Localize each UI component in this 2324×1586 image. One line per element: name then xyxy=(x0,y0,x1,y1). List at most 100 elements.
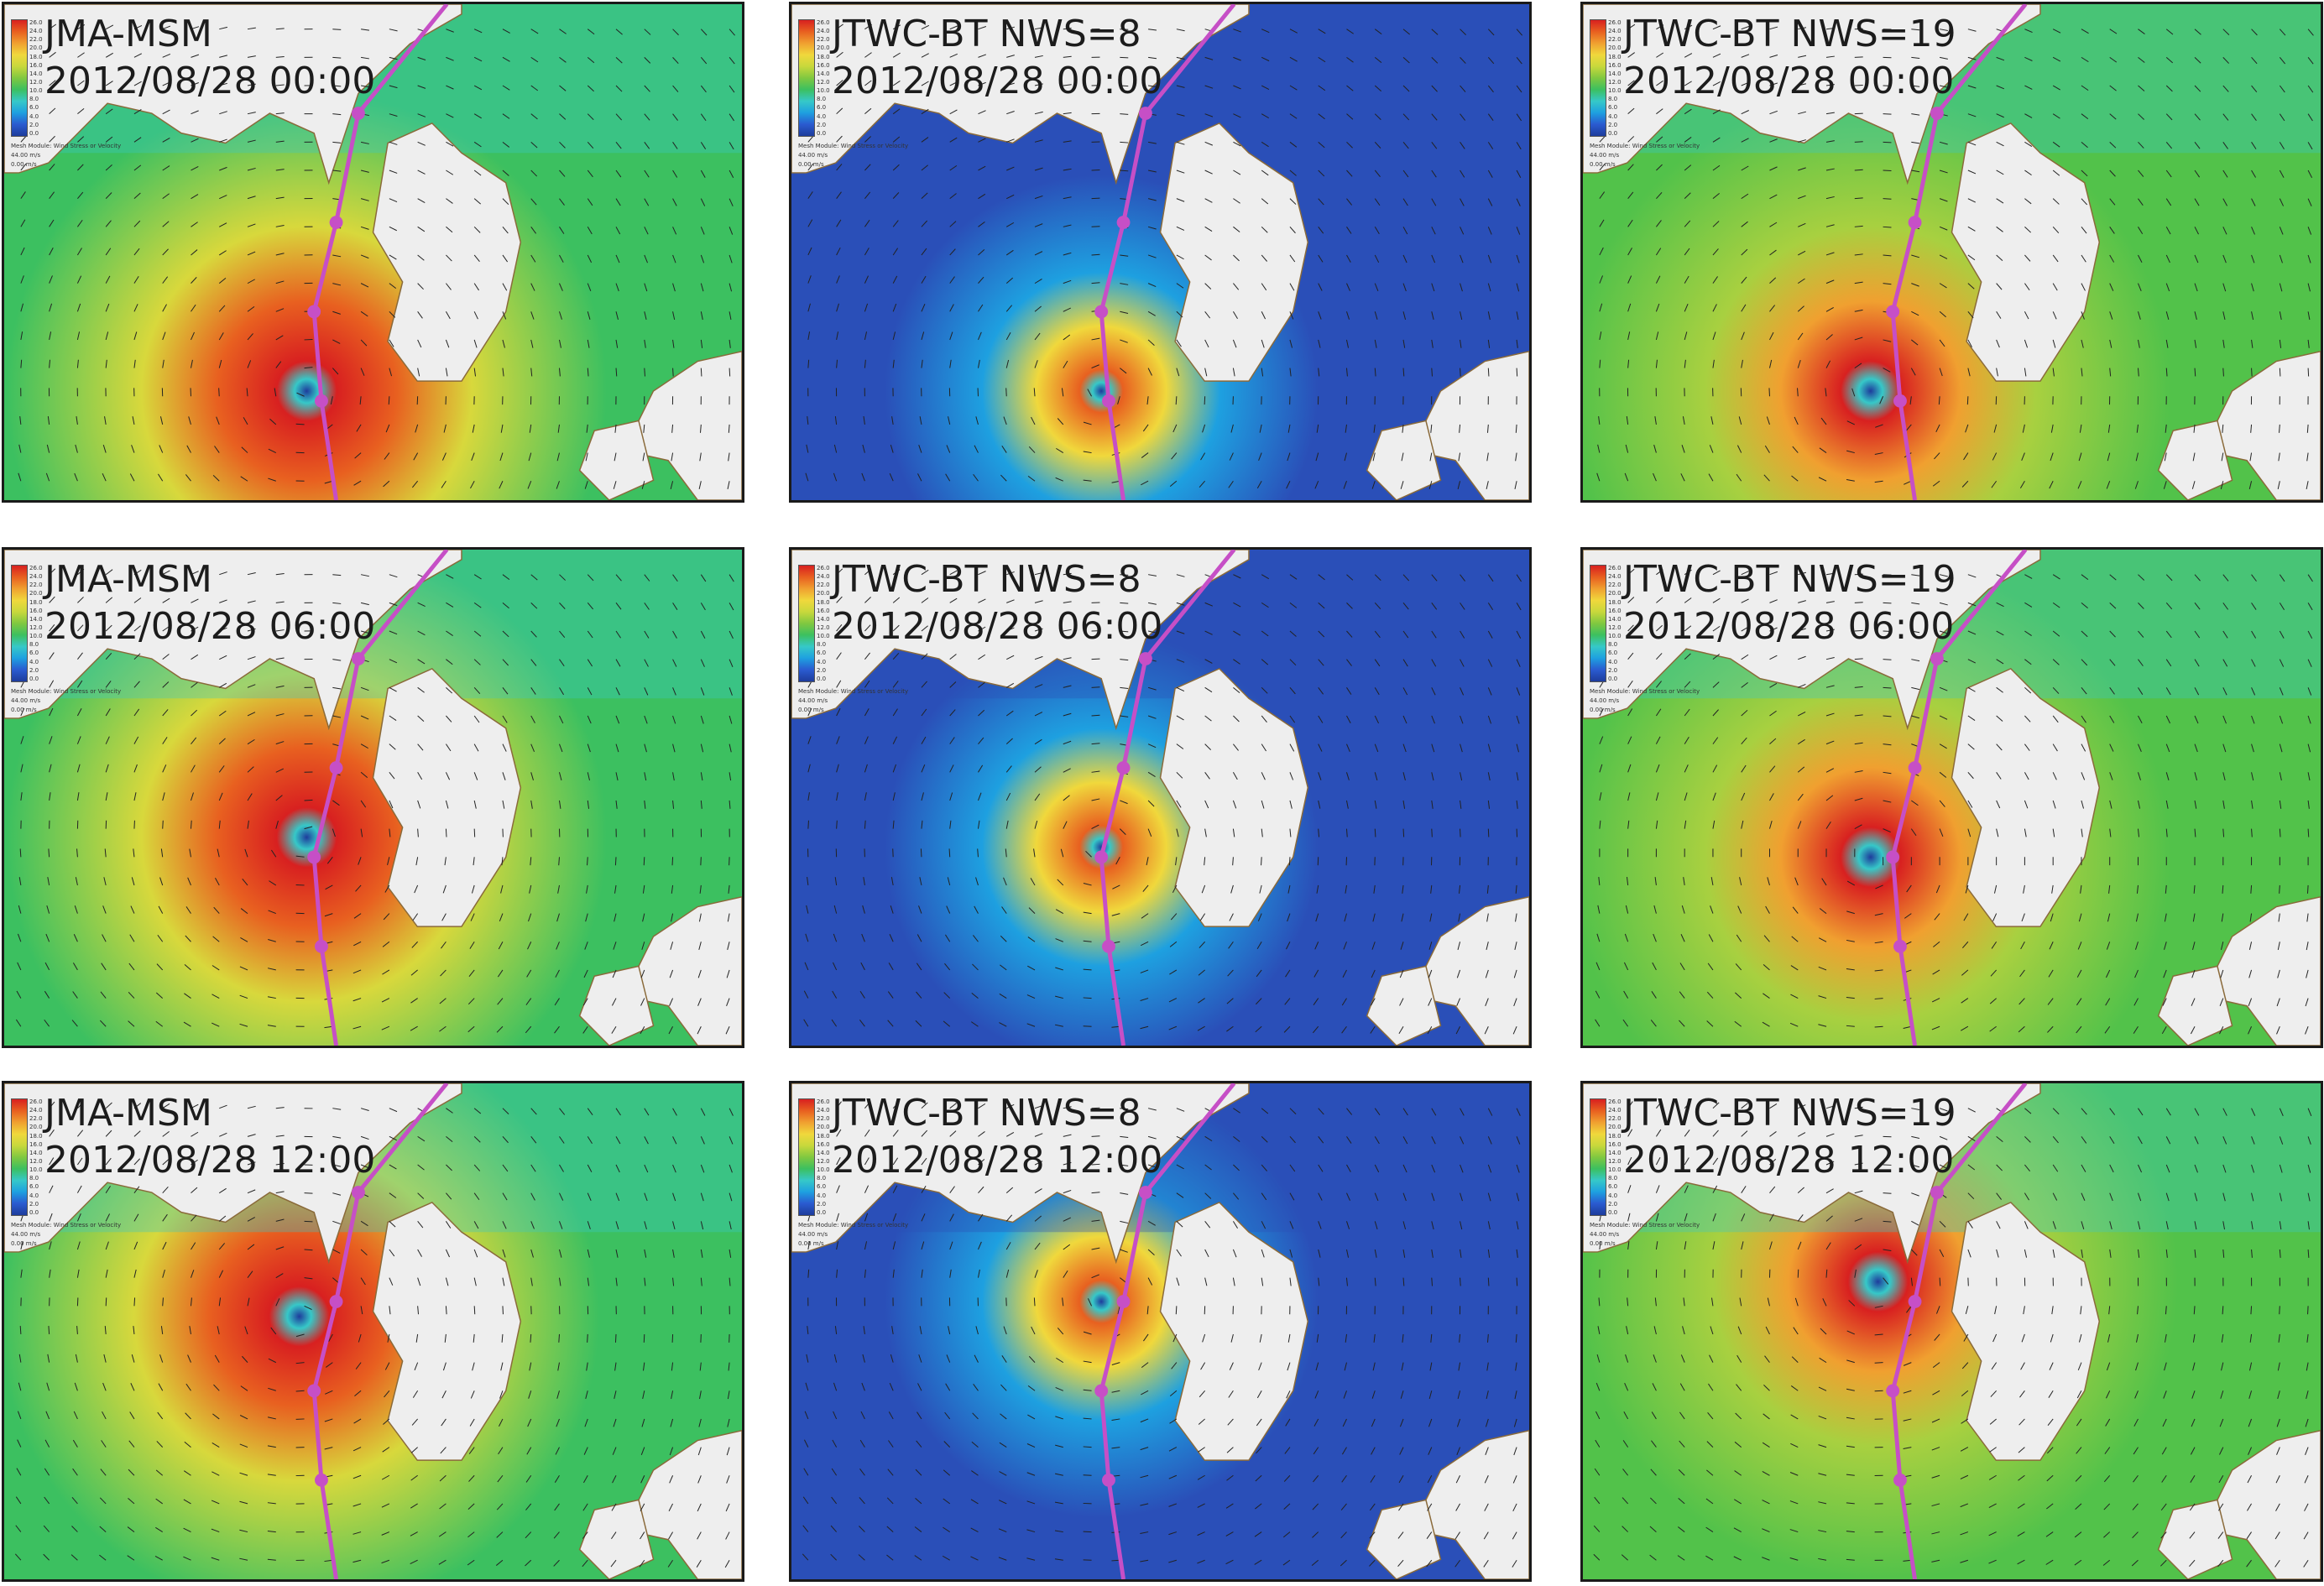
wind-arrow xyxy=(1622,1526,1628,1532)
wind-arrow xyxy=(389,254,397,260)
wind-arrow xyxy=(2138,743,2142,752)
wind-arrow xyxy=(729,687,733,696)
wind-arrow xyxy=(267,1445,276,1448)
colorbar xyxy=(1590,1098,1606,1216)
track-point xyxy=(1102,939,1115,953)
wind-arrow xyxy=(1909,396,1912,405)
wind-arrow xyxy=(16,1468,22,1476)
wind-arrow xyxy=(332,1192,342,1196)
wind-arrow xyxy=(191,26,200,30)
wind-arrow xyxy=(2078,1333,2082,1343)
wind-arrow xyxy=(72,1439,78,1448)
model-name: JMA-MSM xyxy=(44,1092,212,1135)
wind-arrow xyxy=(1143,1333,1149,1342)
wind-arrow xyxy=(1256,969,1262,978)
wind-arrow xyxy=(697,1503,702,1512)
wind-arrow xyxy=(727,1418,730,1427)
wind-arrow xyxy=(949,25,958,30)
wind-arrow xyxy=(1797,305,1804,312)
wind-arrow xyxy=(1005,710,1014,717)
wind-arrow xyxy=(1232,772,1238,780)
wind-arrow xyxy=(1232,857,1234,866)
wind-arrow xyxy=(700,603,706,611)
wind-arrow xyxy=(1791,475,1799,482)
wind-arrow xyxy=(836,1129,842,1137)
wind-arrow xyxy=(1460,574,1465,582)
wind-arrow xyxy=(389,56,398,60)
wind-vectors xyxy=(15,568,734,1035)
land-island xyxy=(578,1499,655,1579)
wind-arrow xyxy=(244,1326,248,1335)
panel-title: JTWC-BT NWS=8 2012/08/28 12:00 xyxy=(832,1090,1162,1184)
wind-arrow xyxy=(970,1527,979,1533)
wind-arrow xyxy=(836,1269,838,1278)
wind-arrow xyxy=(1967,1249,1971,1258)
wind-arrow xyxy=(864,1185,870,1193)
wind-arrow xyxy=(1289,283,1295,291)
wind-arrow xyxy=(1455,1475,1461,1484)
colorbar-tick-label: 12.0 xyxy=(29,623,43,631)
wind-arrow xyxy=(71,1020,78,1027)
wind-arrow xyxy=(2307,1108,2312,1117)
wind-arrow xyxy=(1313,1474,1319,1483)
wind-arrow xyxy=(916,963,922,971)
wind-arrow xyxy=(1487,743,1491,753)
wind-arrow xyxy=(77,1102,84,1109)
typhoon-track xyxy=(311,1083,449,1579)
wind-arrow xyxy=(1117,1306,1120,1315)
wind-arrow xyxy=(1825,112,1835,115)
wind-arrow xyxy=(1120,800,1128,805)
wind-arrow xyxy=(1769,1103,1778,1109)
wind-arrow xyxy=(1284,998,1291,1005)
wind-arrow xyxy=(1402,227,1408,235)
wind-arrow xyxy=(411,941,418,948)
wind-arrow xyxy=(1369,1503,1376,1511)
wind-arrow xyxy=(1091,798,1100,801)
wind-arrow xyxy=(1939,630,1948,634)
wind-arrow xyxy=(1655,820,1658,829)
wind-arrow xyxy=(1431,1249,1434,1258)
wind-arrow xyxy=(530,368,533,377)
wind-arrow xyxy=(921,1241,925,1250)
wind-arrow xyxy=(1825,822,1831,829)
wind-arrow xyxy=(1653,1326,1657,1335)
wind-arrow xyxy=(1402,170,1409,178)
colorbar-tick-label: 26.0 xyxy=(1608,565,1622,571)
land-island xyxy=(1366,1499,1442,1579)
wind-arrow xyxy=(1402,630,1409,639)
wind-arrow xyxy=(836,359,838,368)
wind-arrow xyxy=(383,913,390,921)
wind-arrow xyxy=(2194,227,2199,235)
wind-arrow xyxy=(2251,113,2257,121)
wind-arrow xyxy=(105,24,114,30)
wind-arrow xyxy=(803,1439,809,1448)
wind-arrow xyxy=(1708,934,1714,942)
wind-arrow xyxy=(1285,1418,1291,1427)
wind-arrow xyxy=(1431,828,1433,837)
wind-arrow xyxy=(1516,715,1520,724)
wind-arrow xyxy=(1875,424,1883,428)
wind-arrow xyxy=(978,1131,985,1137)
wind-arrow xyxy=(1120,310,1129,315)
track-point xyxy=(1116,216,1131,229)
wind-arrow xyxy=(644,743,647,753)
wind-arrow xyxy=(218,359,222,368)
model-name: JTWC-BT NWS=8 xyxy=(832,558,1141,601)
colorbar-ticks: 26.0 24.0 22.0 20.0 18.0 16.0 14.0 12.0 10.0 8.0 6… xyxy=(29,565,51,682)
wind-arrow xyxy=(671,884,674,894)
wind-arrow xyxy=(1516,29,1523,36)
wind-arrow xyxy=(615,56,623,64)
wind-arrow xyxy=(1204,85,1214,89)
wind-arrow xyxy=(1340,1559,1347,1567)
wind-arrow xyxy=(888,963,894,971)
wind-arrow xyxy=(2306,942,2309,951)
wind-arrow xyxy=(1346,603,1353,609)
wind-arrow xyxy=(19,848,22,858)
legend-line: Mesh Module: Wind Stress or Velocity xyxy=(798,688,909,695)
wind-arrow xyxy=(1762,1557,1770,1561)
colorbar-ticks: 26.0 24.0 22.0 20.0 18.0 16.0 14.0 12.0 10.0 8.0 6… xyxy=(817,19,838,137)
wind-arrow xyxy=(2246,1531,2252,1540)
wind-arrow xyxy=(1939,574,1948,577)
wind-arrow xyxy=(1005,249,1014,256)
wind-arrow xyxy=(699,884,702,894)
